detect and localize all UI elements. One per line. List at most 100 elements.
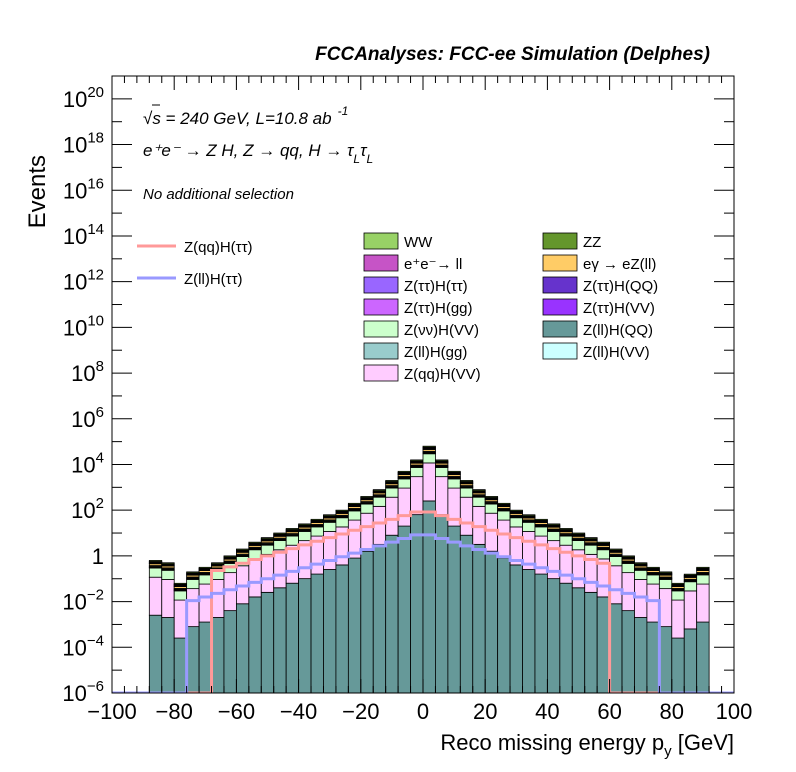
stack-bar-segment [385, 496, 399, 536]
stack-bar-segment [223, 572, 237, 612]
legend-entry: Z(ττ)H(QQ) [583, 278, 658, 295]
stack-bar-segment [484, 550, 499, 693]
stack-bar-segment [198, 621, 212, 693]
legend-swatch [542, 320, 578, 338]
y-tick-label: 1010 [63, 312, 104, 340]
stack-bar-segment [596, 541, 610, 544]
stack-bar-segment [435, 459, 449, 462]
legend-entry: Z(qq)H(VV) [404, 366, 481, 383]
stack-bar-segment [509, 517, 523, 528]
y-tick-label: 10−6 [62, 678, 104, 706]
stack-bar-segment [696, 566, 710, 569]
legend-entry: Z(ττ)H(VV) [583, 300, 655, 317]
stack-bar-segment [248, 549, 262, 560]
energy-text: √s = 240 GeV, L=10.8 ab [143, 109, 332, 128]
y-tick-label: 1020 [63, 84, 104, 112]
stack-bar-segment [173, 590, 188, 601]
stack-bar-segment [161, 579, 175, 618]
stack-bar-segment [472, 543, 486, 693]
stack-bar-segment [484, 512, 499, 552]
legend-entry: Z(ll)H(VV) [583, 344, 650, 361]
stack-bar-segment [397, 525, 411, 693]
stack-bar-segment [323, 514, 337, 517]
stack-bar-segment [646, 566, 660, 569]
process-text: e⁺e⁻ → Z H, Z → qq, H → τ [143, 141, 355, 160]
stack-bar-segment [696, 583, 710, 623]
stack-bar-segment [310, 518, 324, 521]
stack-bar-segment [696, 621, 710, 693]
legend-entry: Z(ll)H(gg) [404, 344, 467, 361]
chart-title: FCCAnalyses: FCC-ee Simulation (Delphes) [315, 44, 710, 65]
stack-bar-segment [435, 514, 449, 693]
stack-bar-segment [410, 476, 424, 516]
stack-bar-segment [385, 480, 399, 482]
stack-bar-segment [173, 637, 188, 693]
stack-bar-segment [410, 467, 424, 478]
y-tick-label: 10−2 [62, 587, 104, 615]
x-tick-label: 60 [597, 699, 621, 724]
stack-bar-segment [547, 531, 561, 542]
stack-bar-segment [484, 496, 499, 498]
stack-bar-segment [696, 574, 710, 585]
stack-bar-segment [459, 534, 474, 693]
stack-bar-segment [497, 502, 511, 505]
stack-bar-segment [534, 518, 548, 521]
legend-swatch [542, 232, 578, 250]
legend-swatch [363, 254, 399, 272]
stack-bar-segment [459, 480, 474, 482]
stack-bar-segment [148, 614, 163, 693]
stack-bar-segment [347, 510, 362, 521]
stack-bar-segment [161, 617, 175, 693]
stack-bar-segment [522, 521, 536, 532]
stack-bar-segment [273, 540, 287, 551]
stack-bar-segment [260, 544, 275, 555]
stack-bar-segment [223, 555, 237, 558]
stack-bar-segment [372, 496, 387, 507]
x-tick-label: 40 [535, 699, 559, 724]
stack-bar-segment [621, 563, 635, 574]
stack-bar-segment [173, 582, 188, 585]
stack-bar-segment [534, 573, 548, 693]
x-tick-label: −100 [87, 699, 137, 724]
stack-bar-segment [385, 534, 399, 693]
stack-bar-segment [298, 523, 312, 526]
stack-bar-segment [559, 528, 573, 530]
legend-swatch [542, 298, 578, 316]
stack-bar-segment [260, 591, 275, 693]
stack-bar-segment [260, 553, 275, 593]
stack-bar-segment [248, 558, 262, 598]
energy-annotation: √s = 240 GeV, L=10.8 ab -1 [143, 104, 348, 128]
stack-bar-segment [559, 582, 573, 693]
stack-bar-segment [198, 566, 212, 569]
stack-bar-segment [298, 578, 312, 693]
stack-bar-segment [360, 550, 374, 693]
stack-bar-segment [584, 544, 598, 555]
y-tick-label: 1 [92, 544, 104, 569]
stack-bar-segment [248, 541, 262, 544]
legend-entry: WW [404, 234, 433, 251]
x-tick-label: 20 [473, 699, 497, 724]
stack-bar-segment [447, 470, 461, 473]
stack-bar-segment [459, 487, 474, 498]
stack-bar-segment [584, 591, 598, 693]
stack-bar-segment [223, 610, 237, 693]
stack-bar-segment [372, 489, 387, 492]
legend-swatch [363, 320, 399, 338]
stack-bar-segment [658, 626, 673, 693]
y-tick-label: 108 [71, 358, 104, 386]
stack-bar-segment [634, 569, 648, 580]
x-axis-label-unit: [GeV] [672, 730, 734, 755]
stack-bar-segment [235, 603, 250, 693]
stack-bar-segment [683, 590, 698, 630]
y-tick-label: 1014 [63, 221, 104, 249]
energy-sup: -1 [338, 104, 349, 118]
stack-bar-segment [186, 579, 200, 590]
legend-entry: Z(ττ)H(ττ) [404, 278, 468, 295]
stack-bar-segment [248, 596, 262, 693]
stack-bar-segment [522, 569, 536, 693]
y-tick-label: 10−4 [62, 632, 104, 660]
stack-bar-segment [335, 509, 349, 512]
stack-bar-segment [671, 590, 685, 601]
legend-entry: eγ → eZ(ll) [583, 256, 656, 273]
y-tick-label: 1016 [63, 175, 104, 203]
